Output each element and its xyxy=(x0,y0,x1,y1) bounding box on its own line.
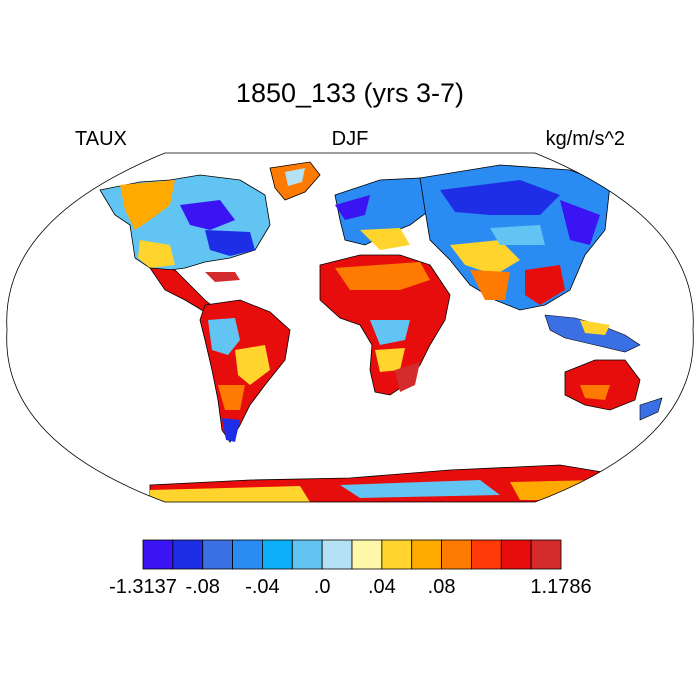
europe xyxy=(334,177,441,246)
colorbar-swatch xyxy=(500,539,532,570)
colorbar-swatch xyxy=(351,539,383,570)
colorbar-label: .0 xyxy=(313,576,331,598)
colorbar-swatch xyxy=(471,539,502,570)
colorbar-label: -.04 xyxy=(245,576,280,598)
colorbar-swatch xyxy=(321,539,353,570)
colorbar-label: -.08 xyxy=(185,576,220,598)
colorbar-swatch xyxy=(411,539,442,570)
colorbar-swatch xyxy=(172,539,204,570)
colorbar-label: .04 xyxy=(367,576,396,598)
colorbar-swatch xyxy=(202,539,233,570)
season-label: DJF xyxy=(331,128,369,150)
variable-label: TAUX xyxy=(75,128,127,150)
map-title: 1850_133 (yrs 3-7) xyxy=(235,78,465,108)
colorbar-label: -1.3137 xyxy=(109,576,177,598)
units-label: kg/m/s^2 xyxy=(545,128,625,150)
colorbar-swatch xyxy=(142,539,174,570)
colorbar xyxy=(142,539,562,570)
colorbar-swatch xyxy=(232,539,263,570)
colorbar-swatch xyxy=(381,539,413,570)
colorbar-label: .08 xyxy=(427,576,456,598)
map-outline xyxy=(6,152,694,503)
colorbar-swatch xyxy=(530,539,562,570)
colorbar-swatch xyxy=(441,539,472,570)
colorbar-label: 1.1786 xyxy=(530,576,592,598)
colorbar-swatch xyxy=(291,539,323,570)
colorbar-swatch xyxy=(262,539,293,570)
